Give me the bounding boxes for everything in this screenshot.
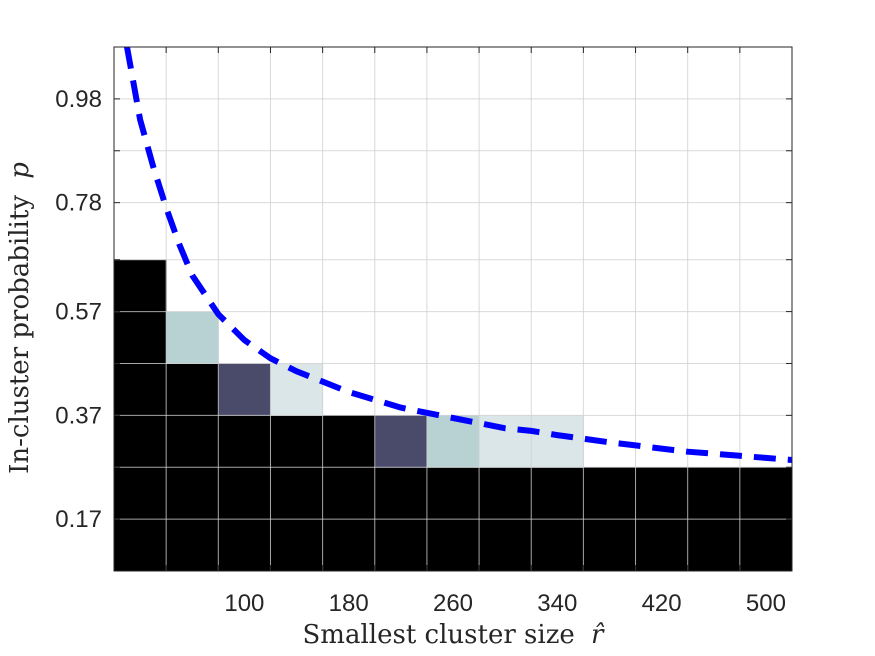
y-axis-symbol: p: [5, 162, 35, 179]
y-tick-label: 0.98: [55, 86, 102, 113]
heatmap-cell: [583, 519, 637, 572]
heatmap-cell: [166, 467, 219, 520]
heatmap-cell: [739, 519, 793, 572]
x-tick-label: 420: [642, 590, 682, 617]
heatmap-cell: [166, 363, 219, 416]
heatmap-cell: [218, 467, 271, 520]
grid: [114, 47, 792, 571]
axis-ticks: [114, 47, 792, 571]
heatmap-cell: [114, 259, 167, 313]
heatmap-cell: [114, 467, 167, 520]
x-tick-labels: 100 180 260 340 420 500: [224, 590, 786, 617]
heatmap-cell: [687, 519, 741, 572]
heatmap-cell: [166, 519, 219, 572]
heatmap-cell: [583, 467, 637, 520]
heatmap-cell: [218, 519, 271, 572]
heatmap-cell: [635, 519, 689, 572]
threshold-curve-line: [124, 46, 793, 463]
heatmap-cell: [531, 415, 584, 468]
x-tick-label: 500: [746, 590, 786, 617]
heatmap-cell: [426, 519, 480, 572]
heatmap-cell: [531, 467, 584, 520]
x-tick-label: 180: [329, 590, 369, 617]
heatmap-cell: [114, 415, 167, 468]
y-tick-label: 0.57: [55, 299, 102, 326]
y-axis-title-text: In-cluster probability: [5, 195, 35, 474]
x-axis-title-text: Smallest cluster size: [303, 620, 575, 650]
x-tick-label: 340: [537, 590, 577, 617]
heatmap-cell: [322, 519, 376, 572]
heatmap-cell: [270, 467, 324, 520]
y-axis-title: In-cluster probability p: [5, 162, 35, 474]
y-tick-label: 0.37: [55, 402, 102, 429]
x-tick-label: 100: [224, 590, 264, 617]
heatmap-cells: [114, 259, 793, 572]
heatmap-cell: [322, 467, 376, 520]
heatmap-cell: [218, 363, 271, 416]
heatmap-cell: [531, 519, 584, 572]
heatmap-cell: [687, 467, 741, 520]
heatmap-cell: [322, 415, 376, 468]
heatmap-cell: [374, 415, 428, 468]
plot-frame: [113, 46, 793, 572]
heatmap-cell: [270, 415, 324, 468]
y-tick-label: 0.78: [55, 190, 102, 217]
heatmap-cell: [426, 467, 480, 520]
heatmap-cell: [635, 467, 689, 520]
heatmap-cell: [166, 311, 219, 364]
heatmap-cell: [739, 467, 793, 520]
heatmap-cell: [479, 467, 532, 520]
heatmap-cell: [479, 519, 532, 572]
heatmap-cell: [166, 415, 219, 468]
x-axis-title: Smallest cluster size r̂: [303, 620, 606, 650]
heatmap-cell: [374, 519, 428, 572]
heatmap-cell: [374, 467, 428, 520]
heatmap-cell: [114, 311, 167, 364]
heatmap-cell: [114, 519, 167, 572]
y-tick-label: 0.17: [55, 506, 102, 533]
heatmap-cell: [218, 415, 271, 468]
y-tick-labels: 0.17 0.37 0.57 0.78 0.98: [55, 86, 102, 533]
heatmap-cell: [270, 519, 324, 572]
x-tick-label: 260: [433, 590, 473, 617]
heatmap-cell: [114, 363, 167, 416]
threshold-curve: [124, 46, 793, 463]
x-axis-symbol: r̂: [591, 620, 605, 650]
